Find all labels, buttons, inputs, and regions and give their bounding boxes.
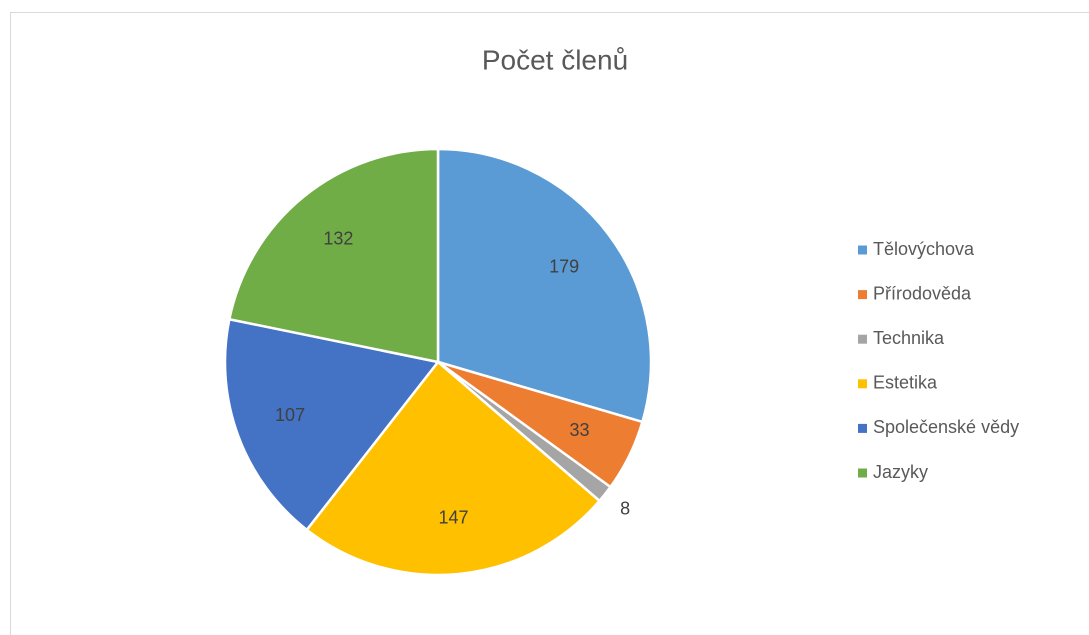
data-label: 179 xyxy=(549,256,579,276)
legend-swatch xyxy=(858,379,867,389)
chart-title: Počet členů xyxy=(482,44,628,75)
legend-label: Technika xyxy=(873,328,945,348)
pie-slice xyxy=(305,360,602,577)
legend-swatch xyxy=(858,245,867,255)
pie-slice xyxy=(436,147,653,424)
data-label: 33 xyxy=(569,420,589,440)
legend-label: Přírodověda xyxy=(873,283,972,303)
legend-label: Společenské vědy xyxy=(873,417,1019,437)
legend-swatch xyxy=(858,334,867,344)
legend-swatch xyxy=(858,290,867,300)
pie-slice xyxy=(223,317,441,532)
data-label: 132 xyxy=(323,229,353,249)
legend-swatch xyxy=(858,468,867,478)
pie-slice xyxy=(227,147,440,364)
legend-label: Jazyky xyxy=(873,462,928,482)
data-label: 147 xyxy=(438,508,468,528)
legend-swatch xyxy=(858,423,867,433)
data-label: 107 xyxy=(275,405,305,425)
legend-label: Estetika xyxy=(873,373,938,393)
data-label: 8 xyxy=(620,499,630,519)
legend-label: Tělovýchova xyxy=(873,239,975,259)
